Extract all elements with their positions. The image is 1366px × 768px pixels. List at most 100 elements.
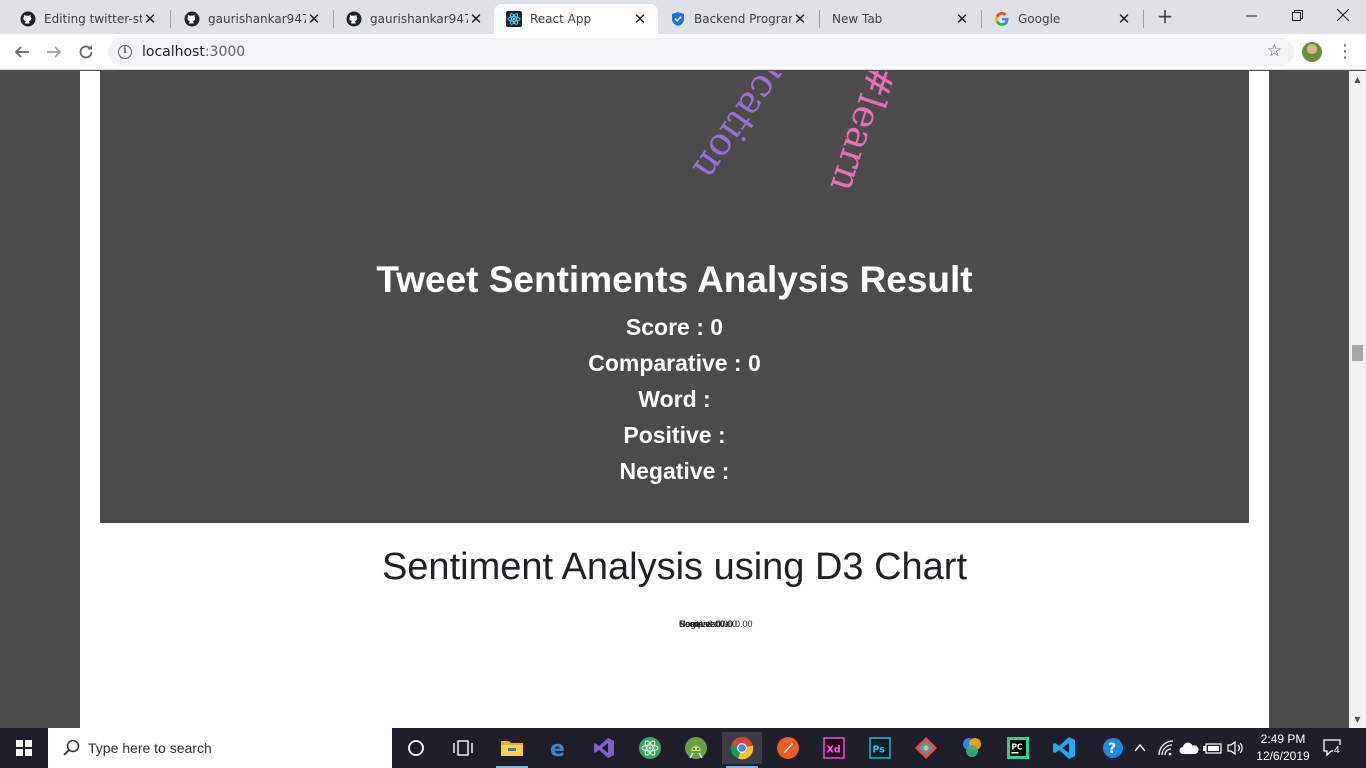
d3-label-score: Score: 0.00	[679, 619, 726, 629]
url-text[interactable]: localhost:3000	[142, 44, 245, 60]
svg-text:Ps: Ps	[873, 745, 886, 756]
word-cloud-word: #education	[684, 71, 848, 189]
close-icon[interactable]: ✕	[633, 10, 647, 28]
tab-title: New Tab	[832, 12, 883, 26]
git-icon[interactable]	[906, 732, 946, 764]
restore-icon	[1291, 9, 1303, 21]
window-close-button[interactable]	[1320, 0, 1366, 30]
adobe-xd-icon[interactable]: Xd	[814, 732, 854, 764]
restore-button[interactable]	[1274, 0, 1320, 30]
page-viewport: #education #learn Tweet Sentiments Analy…	[0, 71, 1349, 728]
taskbar-search[interactable]: Type here to search	[48, 728, 392, 768]
postman-icon[interactable]	[768, 732, 808, 764]
github-icon	[20, 11, 36, 27]
word-line: Word :	[638, 386, 711, 412]
minimize-button[interactable]	[1228, 0, 1274, 30]
battery-icon[interactable]	[1203, 738, 1223, 758]
browser-tab-strip: Editing twitter-stre ✕ gaurishankar9471/…	[0, 0, 1366, 34]
close-icon	[1337, 9, 1349, 21]
tab-editing-twitter[interactable]: Editing twitter-stre ✕	[8, 4, 168, 34]
tab-title: Google	[1018, 12, 1061, 26]
address-bar[interactable]: i localhost:3000 ☆	[108, 38, 1294, 66]
d3-chart-title: Sentiment Analysis using D3 Chart	[381, 546, 968, 588]
tab-gaurishankar-2[interactable]: gaurishankar9471/ ✕	[334, 4, 494, 34]
tab-title: React App	[530, 12, 592, 26]
file-explorer-icon[interactable]	[492, 732, 532, 768]
chrome-icon[interactable]	[722, 732, 762, 768]
sourcetree-icon[interactable]	[952, 732, 992, 764]
tab-title: Editing twitter-stre	[44, 12, 142, 26]
taskbar-clock[interactable]: 2:49 PM 12/6/2019	[1250, 731, 1316, 765]
url-port: :3000	[204, 44, 246, 60]
tab-react-app[interactable]: React App ✕	[494, 4, 658, 34]
android-studio-icon[interactable]	[676, 732, 716, 764]
windows-taskbar: Type here to search e Xd Ps PC	[0, 728, 1366, 768]
d3-label-negative: Negative: 0.00	[679, 619, 738, 629]
reload-button[interactable]	[74, 40, 98, 64]
new-tab-button[interactable]: +	[1156, 4, 1174, 28]
close-icon[interactable]: ✕	[793, 10, 807, 28]
chevron-up-icon[interactable]	[1130, 738, 1150, 758]
svg-text:e: e	[550, 737, 565, 759]
info-icon[interactable]: i	[118, 45, 132, 59]
arrow-right-icon	[47, 46, 62, 58]
tab-google[interactable]: Google ✕	[982, 4, 1142, 34]
action-center-button[interactable]: 4	[1322, 738, 1344, 758]
result-title: Tweet Sentiments Analysis Result	[376, 259, 973, 300]
windows-logo-icon	[16, 740, 32, 756]
vscode-icon[interactable]	[1044, 732, 1084, 764]
start-button[interactable]	[0, 728, 48, 768]
minimize-icon	[1245, 15, 1257, 16]
close-icon[interactable]: ✕	[1117, 10, 1131, 28]
arrow-left-icon	[14, 46, 29, 58]
scroll-thumb[interactable]	[1352, 345, 1363, 361]
tab-divider	[1143, 10, 1144, 28]
clock-time: 2:49 PM	[1260, 732, 1306, 746]
react-icon	[506, 11, 522, 27]
task-view-icon[interactable]	[443, 732, 483, 764]
scroll-up-icon[interactable]: ▲	[1354, 75, 1361, 84]
sentiment-result-panel: #education #learn Tweet Sentiments Analy…	[100, 71, 1249, 523]
svg-text:PC: PC	[1012, 743, 1023, 752]
close-icon[interactable]: ✕	[955, 10, 969, 28]
tab-new-tab[interactable]: New Tab ✕	[820, 4, 980, 34]
onedrive-cloud-icon[interactable]	[1179, 738, 1199, 758]
bookmark-star-icon[interactable]: ☆	[1266, 41, 1282, 61]
score-line: Score : 0	[625, 314, 724, 340]
github-icon	[346, 11, 362, 27]
pycharm-icon[interactable]: PC	[998, 732, 1038, 764]
scroll-down-icon[interactable]: ▼	[1354, 715, 1361, 724]
google-icon	[994, 11, 1010, 27]
photoshop-icon[interactable]: Ps	[860, 732, 900, 764]
notification-icon	[1323, 739, 1341, 757]
clock-date: 12/6/2019	[1256, 749, 1310, 763]
vertical-scrollbar[interactable]: ▲ ▼	[1349, 71, 1366, 728]
back-button[interactable]	[10, 40, 34, 64]
profile-avatar[interactable]	[1302, 42, 1322, 62]
help-icon[interactable]: ?	[1102, 738, 1123, 758]
negative-line: Negative :	[619, 458, 730, 484]
kebab-menu-icon[interactable]: ⋮	[1336, 41, 1354, 62]
wifi-icon[interactable]	[1156, 738, 1176, 758]
tab-gaurishankar-1[interactable]: gaurishankar9471/ ✕	[172, 4, 332, 34]
forward-button[interactable]	[42, 40, 66, 64]
d3-label-positive: Positive: 0.00	[679, 619, 734, 629]
tab-backend-programming[interactable]: Backend Programm ✕	[658, 4, 818, 34]
tab-divider	[333, 10, 334, 28]
tab-divider	[819, 10, 820, 28]
close-icon[interactable]: ✕	[307, 10, 321, 28]
d3-chart-labels: Score: 0.00 Comparative: 0.00 Negative: …	[679, 619, 799, 633]
volume-icon[interactable]	[1226, 738, 1246, 758]
tab-title: gaurishankar9471/	[370, 12, 468, 26]
visual-studio-icon[interactable]	[584, 732, 624, 764]
cortana-icon[interactable]	[396, 732, 436, 764]
browser-toolbar: i localhost:3000 ☆	[0, 34, 1366, 70]
word-cloud-word: #learn	[821, 71, 905, 198]
tab-divider	[981, 10, 982, 28]
atom-icon[interactable]	[630, 732, 670, 764]
close-icon[interactable]: ✕	[143, 10, 157, 28]
edge-icon[interactable]: e	[539, 732, 579, 764]
svg-text:?: ?	[1108, 741, 1116, 757]
url-host: localhost	[142, 44, 205, 60]
close-icon[interactable]: ✕	[469, 10, 483, 28]
